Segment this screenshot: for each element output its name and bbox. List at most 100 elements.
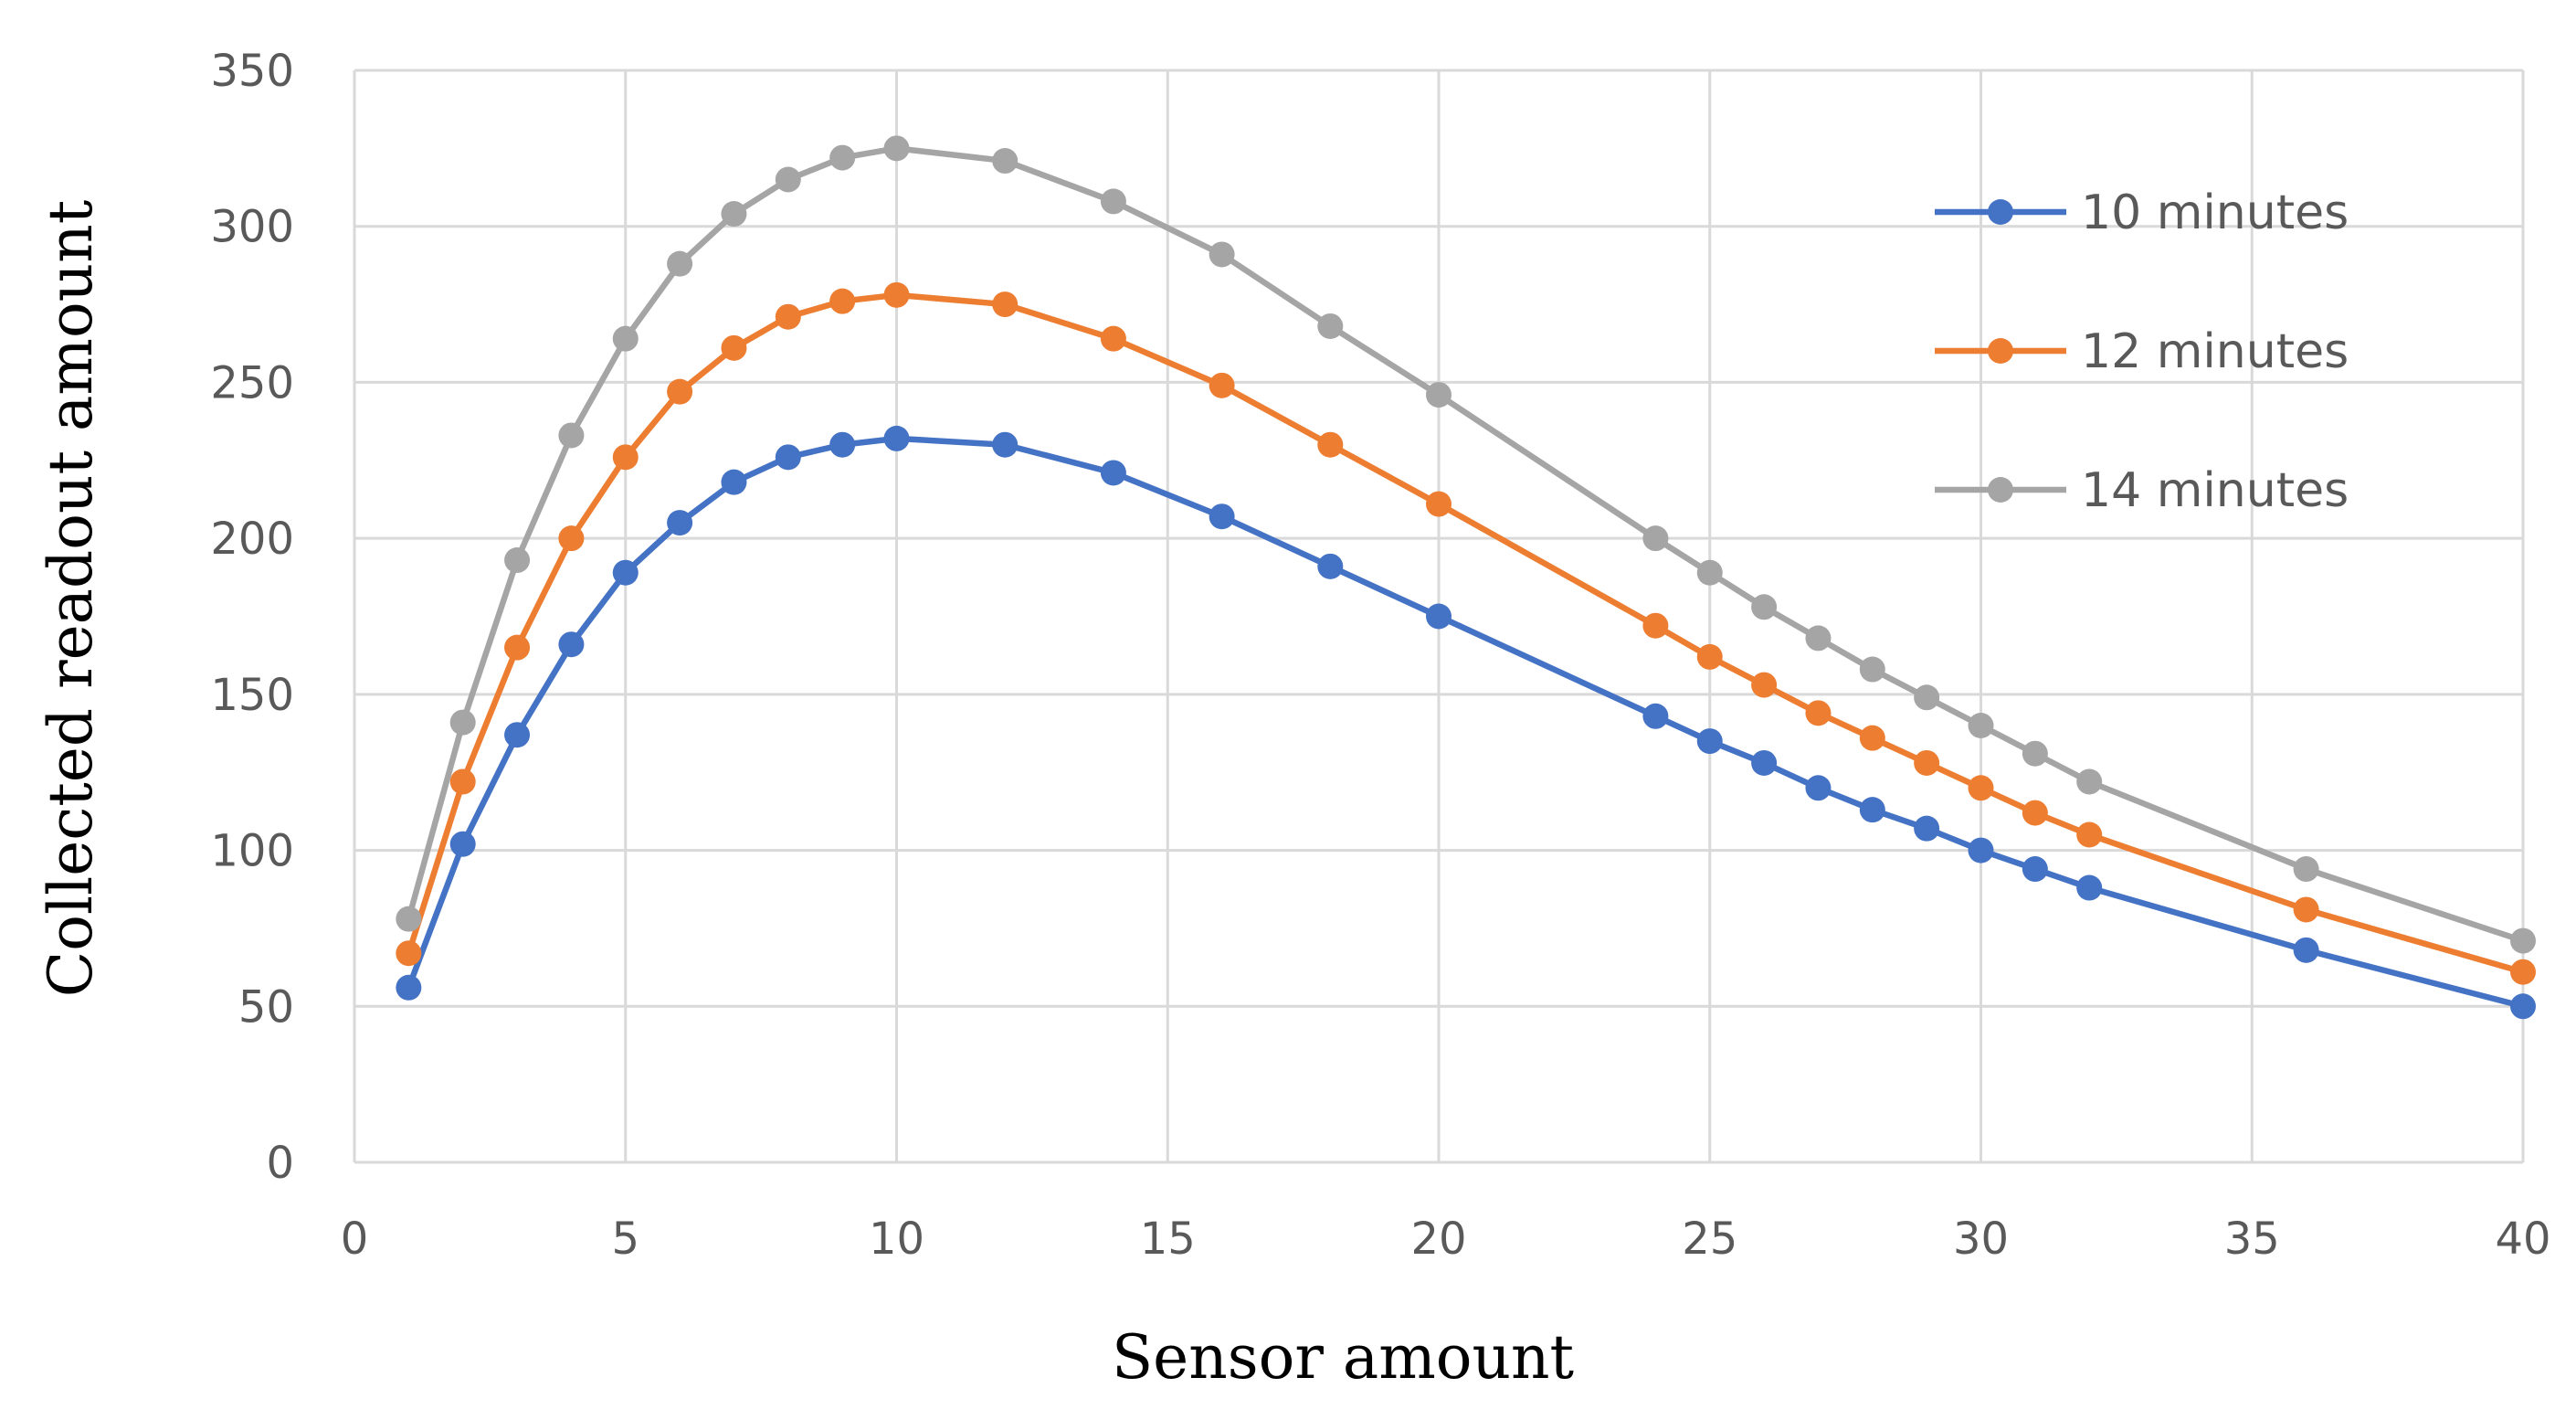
data-point — [667, 378, 693, 405]
data-point — [1209, 241, 1235, 268]
data-point — [721, 469, 747, 495]
data-point — [1914, 749, 1940, 776]
data-point — [1751, 672, 1778, 698]
data-point — [883, 425, 910, 451]
data-point — [1696, 559, 1723, 586]
data-point — [2293, 896, 2319, 923]
data-point — [667, 510, 693, 536]
data-point — [449, 709, 476, 736]
data-point — [558, 422, 585, 449]
y-tick-label: 100 — [210, 826, 294, 877]
legend: 10 minutes 12 minutes 14 minutes — [1935, 185, 2349, 518]
data-point — [1426, 603, 1452, 630]
data-point — [2076, 768, 2103, 795]
x-tick-label: 5 — [611, 1213, 639, 1265]
y-tick-label: 50 — [238, 981, 294, 1033]
data-point — [829, 431, 856, 458]
tick-labels: 0 50 100 150 200 250 300 350 0 5 10 15 20 25 30 35 40 — [210, 46, 2550, 1265]
data-point — [829, 144, 856, 171]
data-point — [612, 444, 639, 471]
x-tick-label: 30 — [1953, 1213, 2009, 1265]
data-point — [1859, 725, 1885, 751]
x-tick-label: 20 — [1410, 1213, 1466, 1265]
data-point — [396, 974, 422, 1001]
legend-item: 10 minutes — [1935, 185, 2349, 240]
data-point — [1696, 643, 1723, 670]
data-point — [2022, 856, 2048, 883]
data-point — [1859, 797, 1885, 823]
series-line — [406, 435, 2524, 1010]
data-point — [2510, 959, 2536, 985]
data-point — [1859, 656, 1885, 683]
series-14-minutes — [396, 135, 2536, 954]
data-point — [1209, 372, 1235, 398]
data-point — [1751, 594, 1778, 620]
data-point — [775, 303, 801, 330]
y-tick-label: 300 — [210, 202, 294, 253]
data-point — [1751, 749, 1778, 776]
y-tick-label: 200 — [210, 514, 294, 565]
data-point — [992, 148, 1019, 175]
y-tick-label: 250 — [210, 357, 294, 408]
data-point — [1426, 382, 1452, 408]
series-layer — [396, 135, 2536, 1020]
data-point — [1642, 703, 1669, 729]
data-point — [1209, 503, 1235, 530]
x-tick-label: 0 — [341, 1213, 369, 1265]
data-point — [1317, 313, 1344, 339]
data-point — [721, 334, 747, 361]
data-point — [1642, 612, 1669, 639]
data-point — [504, 547, 531, 574]
data-point — [1100, 325, 1126, 352]
data-point — [992, 291, 1019, 318]
data-point — [2293, 856, 2319, 883]
data-point — [558, 631, 585, 658]
data-point — [1100, 188, 1126, 215]
data-point — [2022, 800, 2048, 826]
data-point — [1968, 775, 1994, 801]
x-tick-label: 10 — [869, 1213, 924, 1265]
data-point — [667, 250, 693, 277]
series-line — [406, 291, 2524, 975]
data-point — [775, 166, 801, 193]
data-point — [992, 431, 1019, 458]
data-point — [612, 559, 639, 586]
legend-label: 14 minutes — [2081, 463, 2349, 518]
data-point — [1914, 815, 1940, 842]
series-12-minutes — [396, 281, 2536, 985]
data-point — [449, 768, 476, 795]
legend-label: 12 minutes — [2081, 324, 2349, 379]
data-point — [612, 325, 639, 352]
y-tick-label: 350 — [210, 46, 294, 97]
data-point — [1317, 431, 1344, 458]
data-point — [883, 135, 910, 162]
data-point — [504, 634, 531, 661]
data-point — [1968, 837, 1994, 864]
data-point — [1914, 684, 1940, 711]
data-point — [1805, 625, 1832, 652]
legend-label: 10 minutes — [2081, 185, 2349, 240]
x-tick-label: 25 — [1682, 1213, 1737, 1265]
data-point — [1805, 700, 1832, 726]
data-point — [1805, 775, 1832, 801]
legend-marker — [1988, 477, 2013, 503]
data-point — [1968, 713, 1994, 738]
series-10-minutes — [396, 425, 2536, 1020]
data-point — [1100, 460, 1126, 486]
data-point — [775, 444, 801, 471]
x-tick-label: 40 — [2495, 1213, 2550, 1265]
data-point — [2076, 821, 2103, 848]
data-point — [558, 525, 585, 552]
data-point — [396, 940, 422, 967]
legend-marker — [1988, 338, 2013, 364]
data-point — [396, 906, 422, 932]
data-point — [829, 288, 856, 314]
data-point — [721, 201, 747, 228]
legend-marker — [1988, 199, 2013, 225]
legend-item: 14 minutes — [1935, 463, 2349, 518]
y-axis-title: Collected readout amount — [36, 200, 106, 997]
data-point — [1696, 728, 1723, 755]
data-point — [2293, 937, 2319, 963]
